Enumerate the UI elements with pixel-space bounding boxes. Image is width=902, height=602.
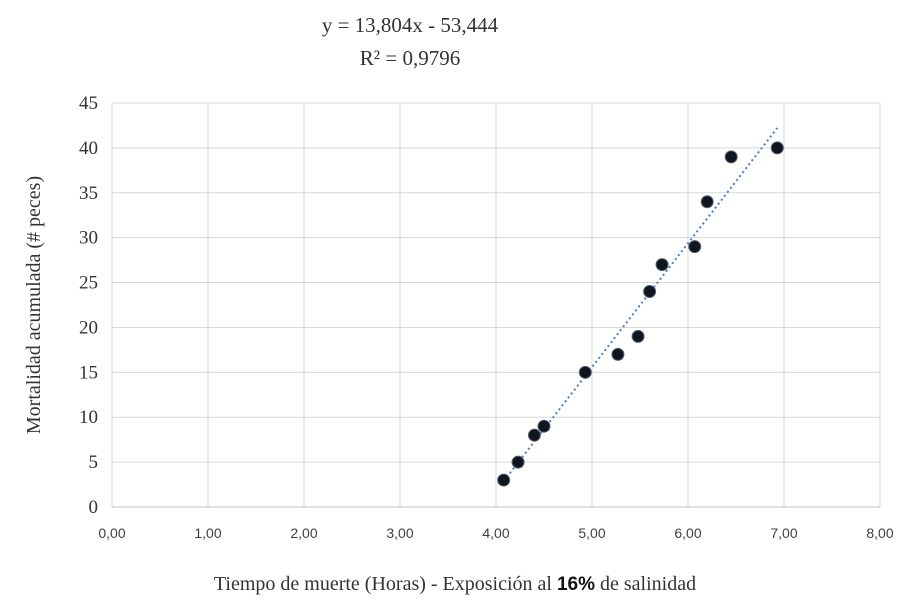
- x-axis-title-salinity: 16%: [557, 574, 595, 595]
- x-axis-title-suffix: de salinidad: [595, 573, 696, 595]
- gridlines: [111, 102, 881, 508]
- y-tick-label: 30: [79, 228, 98, 249]
- y-tick-label: 10: [79, 407, 98, 428]
- y-tick-label: 20: [79, 317, 98, 338]
- data-point: [688, 240, 702, 254]
- data-points: [497, 141, 784, 487]
- x-tick-label: 4,00: [482, 525, 509, 541]
- x-tick-label: 8,00: [866, 525, 893, 541]
- y-tick-label: 45: [79, 93, 98, 114]
- data-point: [631, 329, 645, 343]
- y-tick-label: 15: [79, 362, 98, 383]
- y-tick-label: 25: [79, 273, 98, 294]
- data-point: [578, 365, 592, 379]
- x-tick-label: 5,00: [578, 525, 605, 541]
- x-tick-label: 7,00: [770, 525, 797, 541]
- x-tick-label: 0,00: [98, 525, 125, 541]
- y-tick-label: 40: [79, 138, 98, 159]
- data-point: [700, 195, 714, 209]
- x-tick-label: 6,00: [674, 525, 701, 541]
- x-tick-label: 3,00: [386, 525, 413, 541]
- data-point: [655, 258, 669, 272]
- r-squared-label: R² = 0,9796: [360, 46, 460, 70]
- data-point: [643, 285, 657, 299]
- trendline-equation: y = 13,804x - 53,444: [322, 13, 499, 37]
- data-point: [770, 141, 784, 155]
- x-tick-label: 1,00: [194, 525, 221, 541]
- data-point: [611, 347, 625, 361]
- data-point: [511, 455, 525, 469]
- y-tick-label: 5: [89, 452, 99, 473]
- y-axis-title: Mortalidad acumulada (# peces): [23, 176, 45, 434]
- data-point: [497, 473, 511, 487]
- data-point: [527, 428, 541, 442]
- y-axis-ticks: 0 5 10 15 20 25 30 35 40 45: [79, 93, 98, 518]
- y-tick-label: 35: [79, 183, 98, 204]
- x-axis-title: Tiempo de muerte (Horas) - Exposición al…: [214, 573, 696, 595]
- x-axis-title-prefix: Tiempo de muerte (Horas) - Exposición al: [214, 573, 557, 595]
- x-tick-label: 2,00: [290, 525, 317, 541]
- data-point: [724, 150, 738, 164]
- x-axis-ticks: 0,00 1,00 2,00 3,00 4,00 5,00 6,00 7,00 8,00: [98, 525, 893, 541]
- y-tick-label: 0: [89, 497, 99, 518]
- data-point: [537, 419, 551, 433]
